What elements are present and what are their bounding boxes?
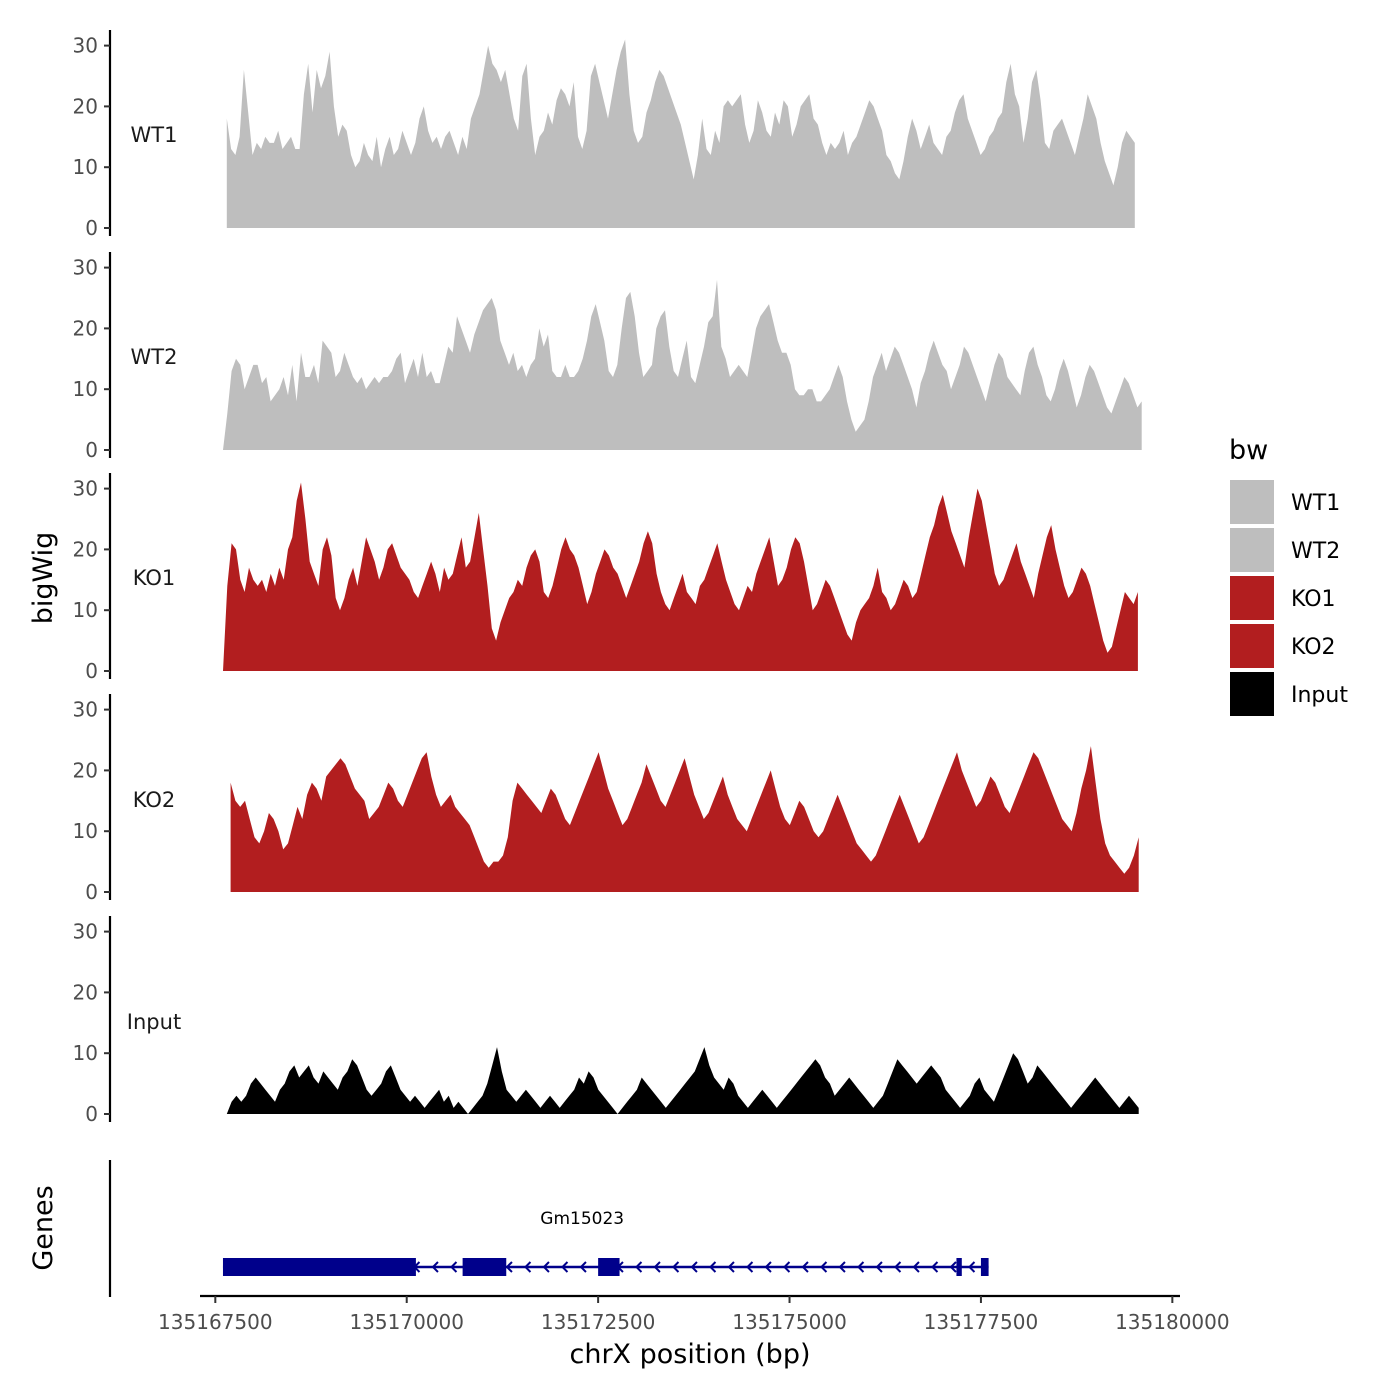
gene-strand-arrow	[857, 1261, 865, 1273]
gene-strand-arrow	[764, 1261, 772, 1273]
track-area-ko1	[223, 482, 1138, 671]
x-tick-label-1: 135170000	[349, 1310, 464, 1334]
y-tick-label-ko1-10: 10	[73, 598, 98, 622]
legend-label-wt2: WT2	[1291, 539, 1340, 564]
track-label-input: Input	[127, 1010, 181, 1034]
gene-strand-arrow	[450, 1261, 458, 1273]
y-tick-label-wt1-0: 0	[85, 216, 98, 240]
legend-label-ko2: KO2	[1291, 635, 1336, 660]
x-axis-title: chrX position (bp)	[569, 1339, 810, 1370]
y-tick-label-ko2-20: 20	[73, 758, 98, 782]
gene-strand-arrow	[912, 1261, 920, 1273]
gene-exon-2	[462, 1258, 507, 1276]
gene-name-label: Gm15023	[540, 1209, 624, 1229]
track-area-wt2	[223, 279, 1142, 450]
gene-exon-5	[980, 1258, 989, 1276]
gene-strand-arrow	[505, 1261, 513, 1273]
gene-strand-arrow	[431, 1261, 439, 1273]
y-tick-label-input-10: 10	[73, 1041, 98, 1065]
gene-exon-4	[956, 1258, 962, 1276]
y-tick-label-ko1-20: 20	[73, 537, 98, 561]
y-tick-label-wt1-10: 10	[73, 155, 98, 179]
gene-strand-arrow	[653, 1261, 661, 1273]
track-area-wt1	[226, 39, 1135, 228]
gene-strand-arrow	[801, 1261, 809, 1273]
legend-title: bw	[1229, 435, 1268, 466]
gene-strand-arrow	[542, 1261, 550, 1273]
gene-strand-arrow	[561, 1261, 569, 1273]
track-label-ko1: KO1	[133, 566, 176, 590]
y-tick-label-ko1-30: 30	[73, 477, 98, 501]
y-tick-label-input-20: 20	[73, 980, 98, 1004]
gene-strand-arrow	[524, 1261, 532, 1273]
y-tick-label-ko2-10: 10	[73, 819, 98, 843]
legend-key-input	[1230, 672, 1274, 716]
gene-strand-arrow	[709, 1261, 717, 1273]
y-tick-label-wt2-0: 0	[85, 438, 98, 462]
y-tick-label-ko2-30: 30	[73, 698, 98, 722]
x-tick-label-4: 135177500	[924, 1310, 1039, 1334]
legend-key-wt1	[1230, 480, 1274, 524]
y-axis-title: bigWig	[28, 532, 59, 625]
gene-strand-arrow	[875, 1261, 883, 1273]
track-label-wt2: WT2	[131, 345, 178, 369]
track-label-wt1: WT1	[131, 123, 178, 147]
track-area-input	[226, 1047, 1139, 1114]
y-tick-label-wt2-20: 20	[73, 316, 98, 340]
y-tick-label-wt2-30: 30	[73, 256, 98, 280]
gene-strand-arrow	[931, 1261, 939, 1273]
x-tick-label-0: 135167500	[158, 1310, 273, 1334]
gene-strand-arrow	[727, 1261, 735, 1273]
x-tick-label-3: 135175000	[732, 1310, 847, 1334]
y-tick-label-input-30: 30	[73, 920, 98, 944]
y-tick-label-ko1-0: 0	[85, 659, 98, 683]
legend-key-wt2	[1230, 528, 1274, 572]
gene-strand-arrow	[690, 1261, 698, 1273]
y-tick-label-ko2-0: 0	[85, 880, 98, 904]
gene-strand-arrow	[894, 1261, 902, 1273]
gene-strand-arrow	[635, 1261, 643, 1273]
legend-key-ko2	[1230, 624, 1274, 668]
gene-strand-arrow	[746, 1261, 754, 1273]
y-tick-label-input-0: 0	[85, 1102, 98, 1126]
y-tick-label-wt2-10: 10	[73, 377, 98, 401]
x-tick-label-2: 135172500	[541, 1310, 656, 1334]
gene-strand-arrow	[579, 1261, 587, 1273]
gene-strand-arrow	[949, 1261, 957, 1273]
legend-label-wt1: WT1	[1291, 491, 1340, 516]
gene-exon-1	[222, 1258, 416, 1276]
track-area-ko2	[230, 746, 1139, 892]
track-label-ko2: KO2	[133, 788, 176, 812]
legend-key-ko1	[1230, 576, 1274, 620]
genes-axis-title: Genes	[28, 1185, 59, 1270]
gene-strand-arrow	[968, 1261, 976, 1273]
gene-strand-arrow	[838, 1261, 846, 1273]
legend-label-input: Input	[1291, 683, 1348, 708]
gene-strand-arrow	[783, 1261, 791, 1273]
gene-strand-arrow	[672, 1261, 680, 1273]
gene-strand-arrow	[820, 1261, 828, 1273]
gene-exon-3	[598, 1258, 620, 1276]
y-tick-label-wt1-20: 20	[73, 94, 98, 118]
y-tick-label-wt1-30: 30	[73, 34, 98, 58]
legend-label-ko1: KO1	[1291, 587, 1336, 612]
x-tick-label-5: 135180000	[1115, 1310, 1230, 1334]
